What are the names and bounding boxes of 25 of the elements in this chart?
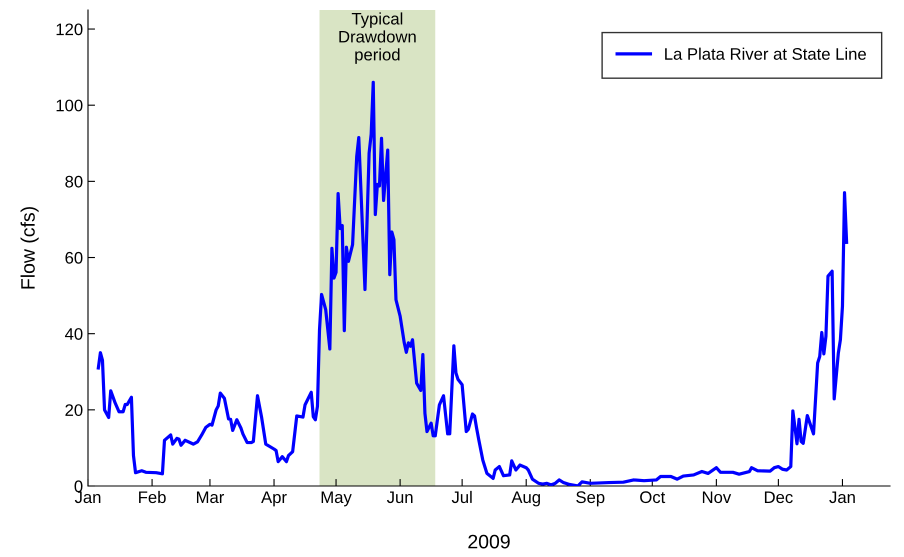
x-tick-label: Apr xyxy=(261,491,287,506)
x-tick-label: Nov xyxy=(702,491,732,504)
x-tick-label: May xyxy=(322,491,352,506)
legend-label: La Plata River at State Line xyxy=(665,48,866,60)
y-tick-label: 20 xyxy=(65,404,82,416)
x-axis-title: 2009 xyxy=(468,534,510,548)
y-tick-label: 100 xyxy=(56,100,82,112)
x-tick-label: Jul xyxy=(452,490,472,504)
x-tick-label: Aug xyxy=(511,491,540,506)
x-tick-label: Jun xyxy=(386,491,412,504)
x-tick-label: Jan xyxy=(74,491,100,504)
y-tick-label: 80 xyxy=(65,176,82,188)
x-tick-label: Dec xyxy=(764,491,793,504)
x-tick-label: Jan xyxy=(829,491,855,504)
y-tick-label: 0 xyxy=(74,480,82,492)
y-tick-label: 60 xyxy=(65,252,82,264)
line-series xyxy=(96,80,848,486)
y-axis-title: Flow (cfs) xyxy=(20,207,39,289)
x-tick-label: Feb xyxy=(139,490,166,504)
y-tick-label: 40 xyxy=(64,328,82,340)
x-tick-label: Oct xyxy=(640,491,666,504)
band-label: Typical Drawdown period xyxy=(339,12,416,64)
x-tick-label: Sep xyxy=(576,491,604,506)
x-tick-label: Mar xyxy=(196,491,224,504)
y-tick-label: 120 xyxy=(56,23,82,36)
